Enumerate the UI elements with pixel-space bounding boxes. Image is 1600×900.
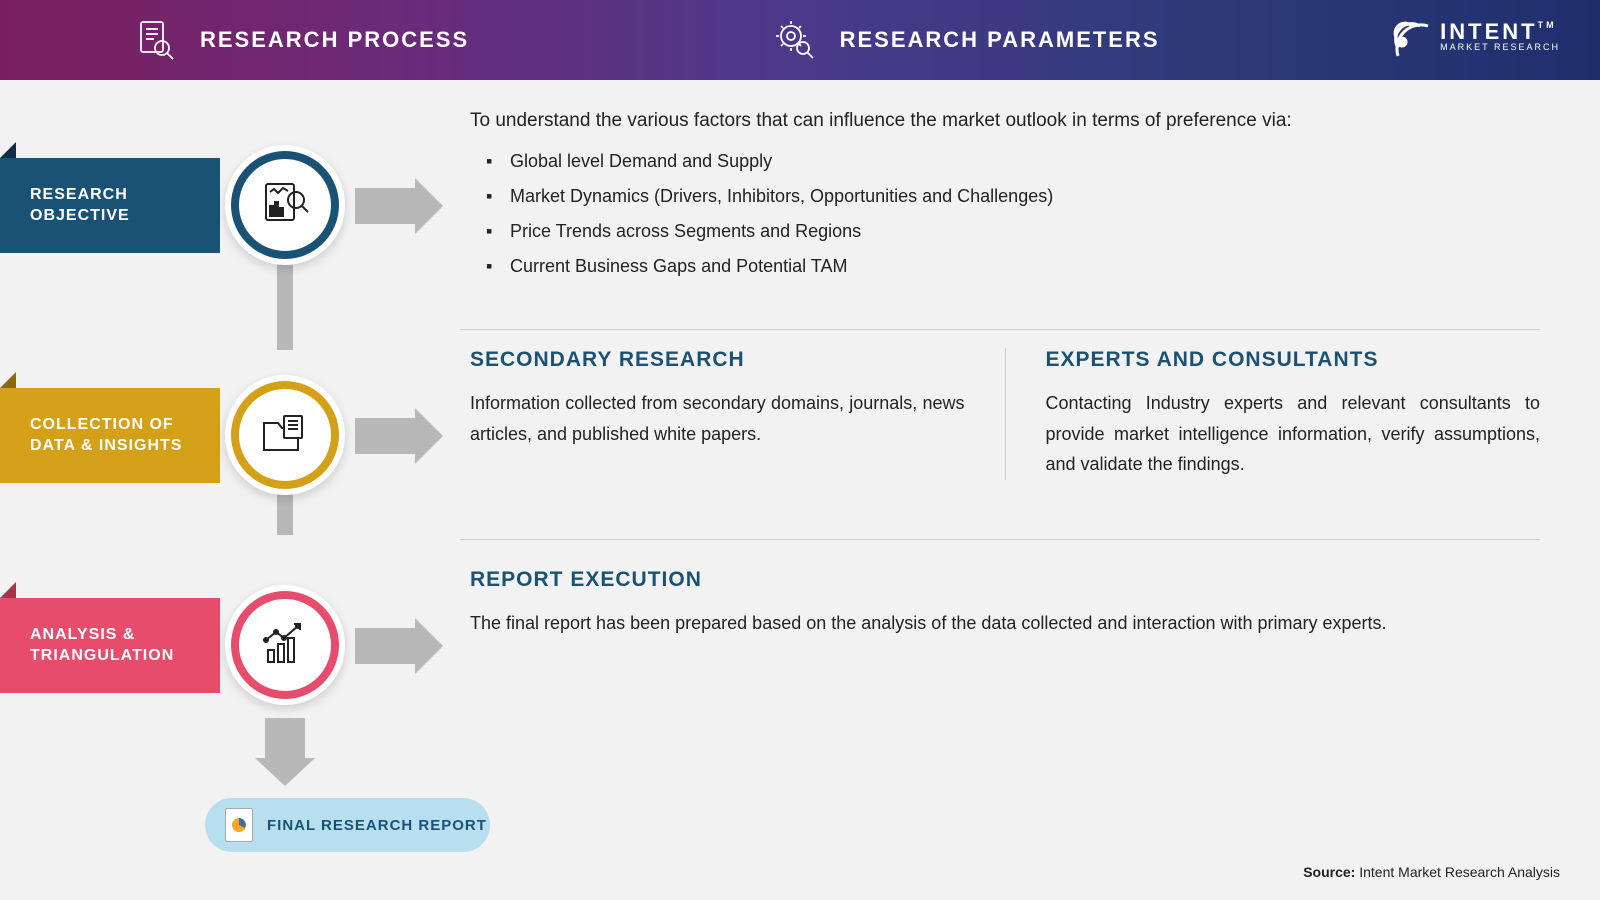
arrow-to-final (265, 718, 305, 758)
header-right: RESEARCH PARAMETERS (770, 15, 1378, 65)
stage-2-col-1: SECONDARY RESEARCH Information collected… (470, 348, 1005, 480)
brand-logo: INTENTTM MARKET RESEARCH (1384, 12, 1560, 60)
secondary-research-title: SECONDARY RESEARCH (470, 348, 965, 372)
stage-2-circle (225, 375, 345, 495)
secondary-research-text: Information collected from secondary dom… (470, 388, 965, 449)
stage-3-label: ANALYSIS & TRIANGULATION (30, 625, 220, 667)
header-bar: RESEARCH PROCESS RESEARCH PARAMETERS INT… (0, 0, 1600, 80)
body-area: RESEARCH OBJECTIVE To understand the var… (0, 80, 1600, 900)
stage-2-arrow (355, 418, 415, 454)
stage-1-label: RESEARCH OBJECTIVE (30, 185, 220, 227)
header-left-title: RESEARCH PROCESS (200, 27, 469, 53)
stage-row-3: ANALYSIS & TRIANGULATION REPORT EXECUTIO… (0, 540, 1600, 750)
report-execution-title: REPORT EXECUTION (470, 568, 1540, 592)
gear-search-icon (770, 15, 820, 65)
stage-2-ribbon: COLLECTION OF DATA & INSIGHTS (0, 388, 220, 483)
stage-1-intro: To understand the various factors that c… (470, 110, 1540, 132)
stage-3-ribbon: ANALYSIS & TRIANGULATION (0, 598, 220, 693)
stage-1-content: To understand the various factors that c… (470, 110, 1540, 284)
stage-1-bullets: Global level Demand and Supply Market Dy… (470, 144, 1540, 284)
stage-row-1: RESEARCH OBJECTIVE To understand the var… (0, 80, 1600, 330)
logo-arc-icon (1384, 12, 1432, 60)
stage-3-circle (225, 585, 345, 705)
experts-text: Contacting Industry experts and relevant… (1046, 388, 1541, 480)
experts-title: EXPERTS AND CONSULTANTS (1046, 348, 1541, 372)
folder-doc-icon (258, 408, 312, 462)
pie-doc-icon (225, 808, 253, 842)
stage-row-2: COLLECTION OF DATA & INSIGHTS SECONDARY … (0, 330, 1600, 540)
stage-2-content: SECONDARY RESEARCH Information collected… (470, 348, 1540, 480)
final-report-pill: FINAL RESEARCH REPORT (205, 798, 490, 852)
source-value: Intent Market Research Analysis (1359, 864, 1560, 880)
stage-1-ribbon: RESEARCH OBJECTIVE (0, 158, 220, 253)
header-left: RESEARCH PROCESS (40, 15, 770, 65)
source-line: Source: Intent Market Research Analysis (1303, 864, 1560, 880)
source-label: Source: (1303, 864, 1355, 880)
list-item: Global level Demand and Supply (510, 144, 1540, 179)
report-execution-text: The final report has been prepared based… (470, 608, 1540, 639)
stage-2-label: COLLECTION OF DATA & INSIGHTS (30, 415, 220, 457)
final-label: FINAL RESEARCH REPORT (267, 817, 487, 834)
stage-3-content: REPORT EXECUTION The final report has be… (470, 568, 1540, 639)
logo-sub-text: MARKET RESEARCH (1440, 43, 1560, 52)
stage-3-arrow (355, 628, 415, 664)
stage-1-circle (225, 145, 345, 265)
logo-tm: TM (1538, 20, 1557, 30)
list-item: Current Business Gaps and Potential TAM (510, 249, 1540, 284)
logo-brand-text: INTENT (1440, 19, 1537, 44)
chart-up-icon (258, 618, 312, 672)
document-magnify-icon (258, 178, 312, 232)
list-item: Price Trends across Segments and Regions (510, 214, 1540, 249)
header-right-title: RESEARCH PARAMETERS (840, 27, 1160, 53)
document-search-icon (130, 15, 180, 65)
stage-1-arrow (355, 188, 415, 224)
list-item: Market Dynamics (Drivers, Inhibitors, Op… (510, 179, 1540, 214)
stage-2-col-2: EXPERTS AND CONSULTANTS Contacting Indus… (1005, 348, 1541, 480)
